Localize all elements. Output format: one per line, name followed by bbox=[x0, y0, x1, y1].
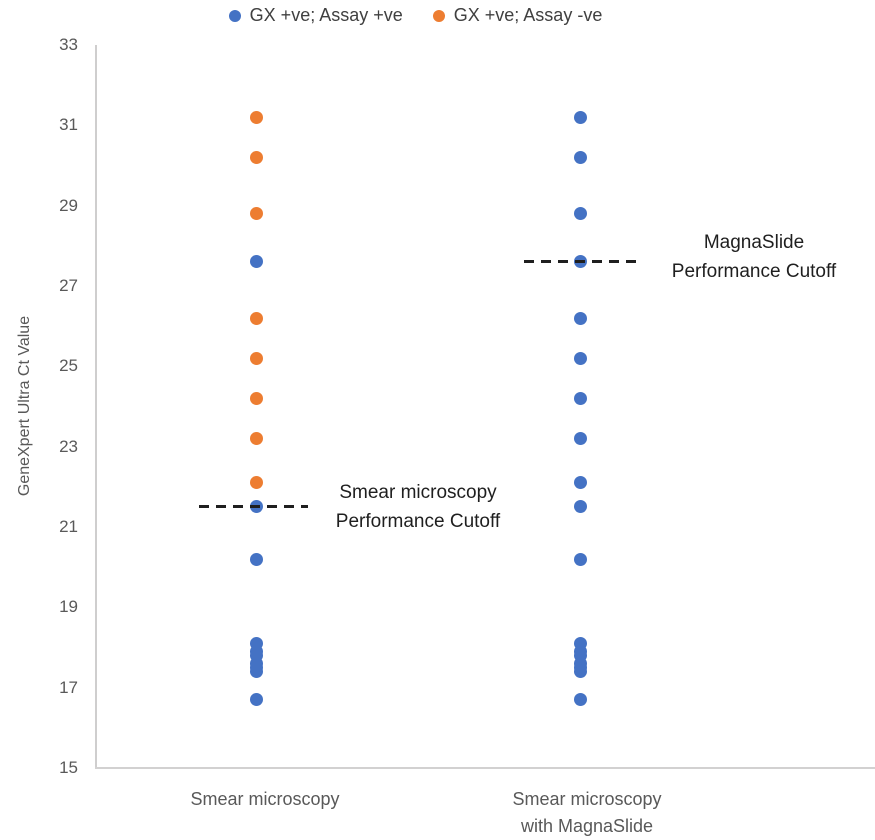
y-tick-label: 19 bbox=[59, 597, 78, 617]
data-point bbox=[249, 432, 263, 446]
y-tick-label: 21 bbox=[59, 517, 78, 536]
smear-cutoff-annotation-line2: Performance Cutoff bbox=[335, 511, 501, 532]
data-point bbox=[249, 552, 263, 566]
y-tick-label: 15 bbox=[59, 758, 78, 777]
data-point bbox=[573, 311, 587, 325]
legend-item-assay-positive: GX +ve; Assay +ve bbox=[228, 5, 403, 26]
category-label-smear-microscopy: Smear microscopy bbox=[190, 789, 340, 809]
category-label-magnaslide-line2: with MagnaSlide bbox=[520, 816, 654, 836]
smear-cutoff-dashed-line bbox=[199, 505, 308, 509]
data-point bbox=[249, 665, 263, 679]
data-point bbox=[573, 500, 587, 514]
data-point bbox=[573, 432, 587, 446]
category-label-magnaslide-line1: Smear microscopy bbox=[512, 789, 662, 809]
legend-label-assay-positive: GX +ve; Assay +ve bbox=[249, 5, 403, 25]
y-axis-title: GeneXpert Ultra Ct Value bbox=[16, 315, 33, 497]
data-point bbox=[573, 207, 587, 221]
data-point bbox=[573, 351, 587, 365]
smear-cutoff-annotation-line1: Smear microscopy bbox=[339, 482, 497, 503]
data-point bbox=[573, 391, 587, 405]
data-point bbox=[573, 552, 587, 566]
y-tick-label: 29 bbox=[59, 195, 78, 215]
category-label-smear-with-magnaslide: Smear microscopy with MagnaSlide bbox=[467, 786, 707, 840]
y-tick-label: 31 bbox=[59, 115, 78, 135]
data-point bbox=[573, 665, 587, 679]
x-axis-line bbox=[95, 767, 875, 769]
data-point bbox=[249, 255, 263, 269]
magnaslide-cutoff-annotation-line2: Performance Cutoff bbox=[671, 261, 837, 282]
data-point bbox=[573, 150, 587, 164]
data-point bbox=[249, 693, 263, 707]
data-point bbox=[573, 110, 587, 124]
chart-legend: GX +ve; Assay +ve GX +ve; Assay -ve bbox=[0, 5, 853, 26]
data-point bbox=[573, 476, 587, 490]
data-point bbox=[249, 207, 263, 221]
legend-marker-orange-icon bbox=[432, 9, 445, 22]
y-axis-line bbox=[95, 45, 97, 768]
data-point bbox=[573, 693, 587, 707]
magnaslide-cutoff-dashed-line bbox=[524, 260, 637, 264]
data-point bbox=[249, 150, 263, 164]
magnaslide-cutoff-annotation-line1: MagnaSlide bbox=[703, 232, 805, 253]
y-tick-label: 23 bbox=[59, 436, 78, 456]
y-tick-label: 17 bbox=[59, 677, 78, 697]
data-point bbox=[249, 476, 263, 490]
smear-cutoff-annotation: Smear microscopy Performance Cutoff bbox=[313, 478, 523, 536]
legend-item-assay-negative: GX +ve; Assay -ve bbox=[432, 5, 603, 26]
data-point bbox=[249, 351, 263, 365]
legend-label-assay-negative: GX +ve; Assay -ve bbox=[453, 5, 603, 25]
magnaslide-cutoff-annotation: MagnaSlide Performance Cutoff bbox=[649, 228, 859, 286]
data-point bbox=[249, 110, 263, 124]
data-point bbox=[249, 311, 263, 325]
y-tick-label: 25 bbox=[59, 356, 78, 376]
data-point bbox=[249, 391, 263, 405]
y-tick-label: 27 bbox=[59, 276, 78, 295]
y-tick-label: 33 bbox=[59, 35, 78, 54]
legend-marker-blue-icon bbox=[228, 9, 241, 22]
